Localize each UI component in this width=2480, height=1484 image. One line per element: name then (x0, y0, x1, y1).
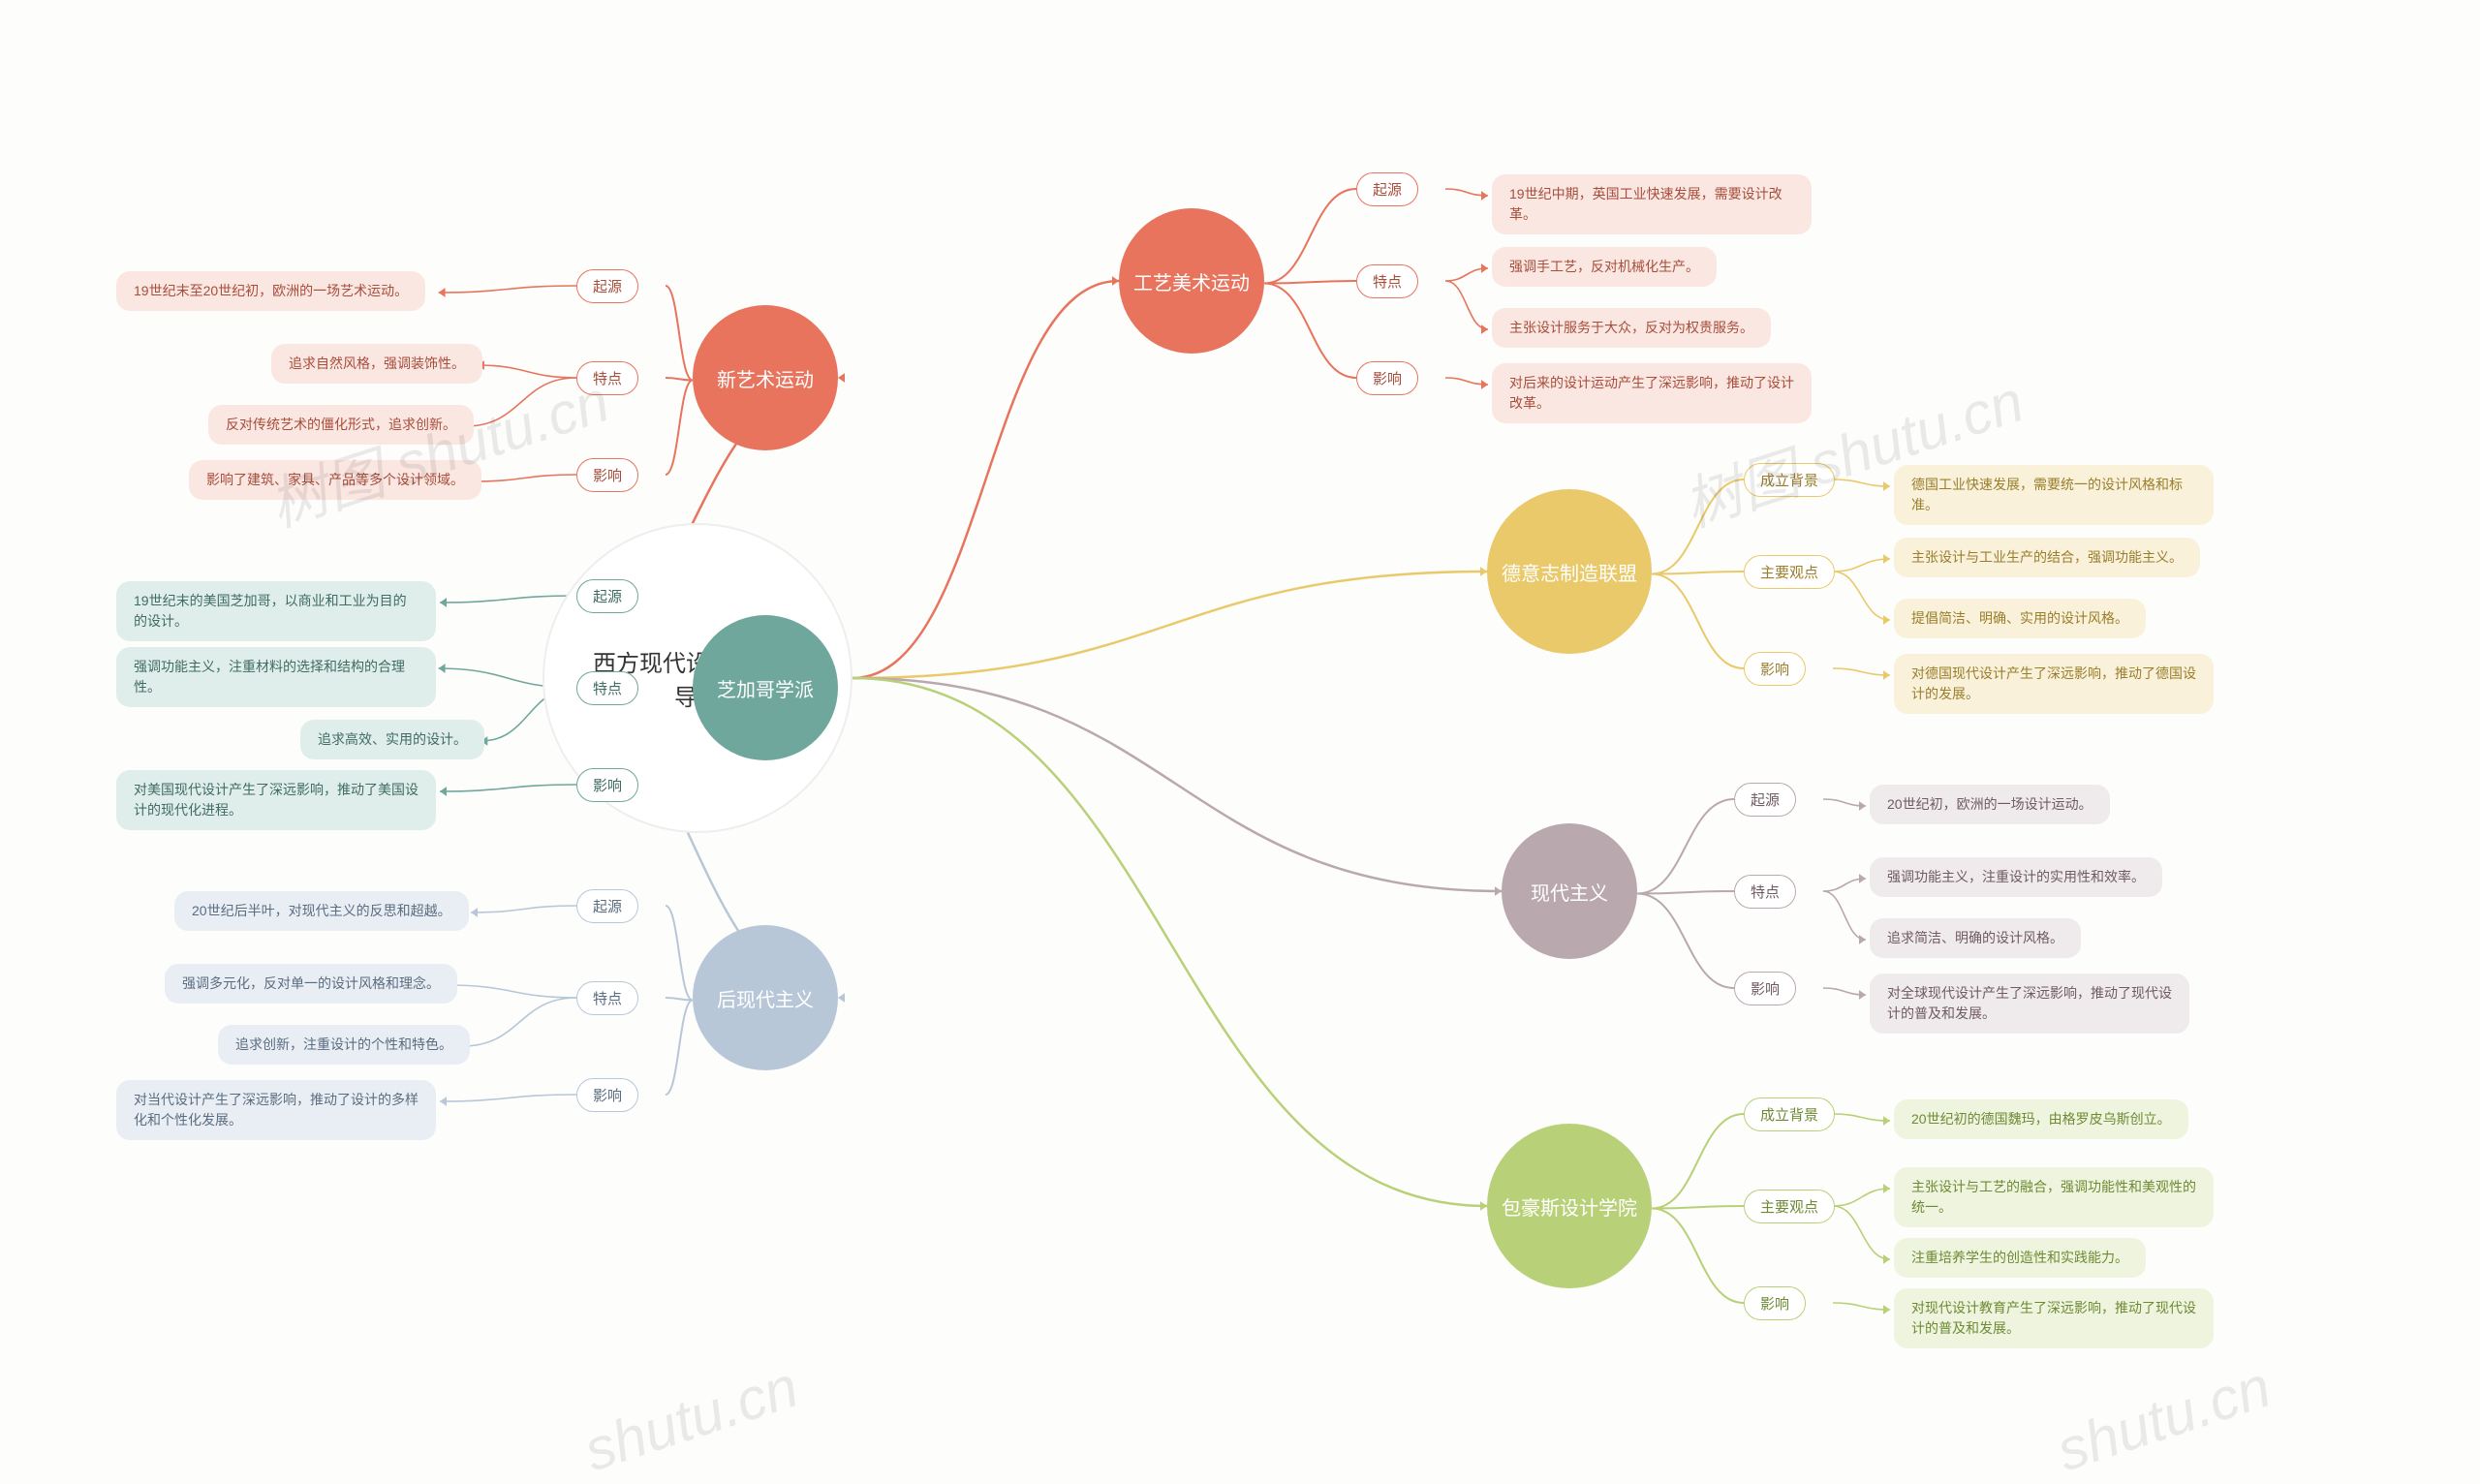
sub-label: 特点 (576, 671, 638, 705)
sub-label: 起源 (1356, 172, 1418, 206)
sub-label: 影响 (576, 768, 638, 802)
sub-label: 影响 (1744, 1286, 1806, 1320)
sub-label: 特点 (576, 981, 638, 1015)
sub-label: 起源 (576, 579, 638, 613)
leaf-node: 主张设计服务于大众，反对为权贵服务。 (1492, 308, 1771, 348)
leaf-node: 主张设计与工业生产的结合，强调功能主义。 (1894, 538, 2200, 577)
leaf-node: 对后来的设计运动产生了深远影响，推动了设计改革。 (1492, 363, 1812, 423)
leaf-node: 主张设计与工艺的融合，强调功能性和美观性的统一。 (1894, 1167, 2214, 1227)
sub-label: 起源 (1734, 783, 1796, 817)
sub-label: 主要观点 (1744, 555, 1835, 589)
leaf-node: 对现代设计教育产生了深远影响，推动了现代设计的普及和发展。 (1894, 1288, 2214, 1348)
leaf-node: 强调手工艺，反对机械化生产。 (1492, 247, 1717, 287)
sub-label: 成立背景 (1744, 463, 1835, 497)
sub-label: 成立背景 (1744, 1098, 1835, 1131)
leaf-node: 提倡简洁、明确、实用的设计风格。 (1894, 599, 2146, 638)
leaf-node: 影响了建筑、家具、产品等多个设计领域。 (189, 460, 481, 500)
leaf-node: 20世纪初，欧洲的一场设计运动。 (1870, 785, 2110, 824)
leaf-node: 追求简洁、明确的设计风格。 (1870, 918, 2081, 958)
branch-art-nouveau: 新艺术运动 (693, 305, 838, 450)
leaf-node: 追求高效、实用的设计。 (300, 720, 484, 759)
sub-label: 特点 (576, 361, 638, 395)
watermark: shutu.cn (2049, 1353, 2278, 1484)
sub-label: 影响 (576, 458, 638, 492)
leaf-node: 反对传统艺术的僵化形式，追求创新。 (208, 405, 474, 445)
leaf-node: 追求创新，注重设计的个性和特色。 (218, 1025, 470, 1065)
leaf-node: 20世纪后半叶，对现代主义的反思和超越。 (174, 891, 469, 931)
sub-label: 特点 (1356, 264, 1418, 298)
leaf-node: 强调功能主义，注重设计的实用性和效率。 (1870, 857, 2162, 897)
sub-label: 特点 (1734, 875, 1796, 909)
watermark: shutu.cn (576, 1353, 806, 1484)
branch-postmodern: 后现代主义 (693, 925, 838, 1070)
leaf-node: 强调功能主义，注重材料的选择和结构的合理性。 (116, 647, 436, 707)
leaf-node: 19世纪末的美国芝加哥，以商业和工业为目的的设计。 (116, 581, 436, 641)
sub-label: 影响 (1734, 972, 1796, 1005)
leaf-node: 强调多元化，反对单一的设计风格和理念。 (165, 964, 457, 1004)
leaf-node: 对当代设计产生了深远影响，推动了设计的多样化和个性化发展。 (116, 1080, 436, 1140)
leaf-node: 20世纪初的德国魏玛，由格罗皮乌斯创立。 (1894, 1099, 2188, 1139)
sub-label: 起源 (576, 889, 638, 923)
sub-label: 影响 (1356, 361, 1418, 395)
leaf-node: 对德国现代设计产生了深远影响，推动了德国设计的发展。 (1894, 654, 2214, 714)
sub-label: 主要观点 (1744, 1190, 1835, 1223)
leaf-node: 追求自然风格，强调装饰性。 (271, 344, 482, 384)
leaf-node: 对美国现代设计产生了深远影响，推动了美国设计的现代化进程。 (116, 770, 436, 830)
leaf-node: 19世纪中期，英国工业快速发展，需要设计改革。 (1492, 174, 1812, 234)
leaf-node: 德国工业快速发展，需要统一的设计风格和标准。 (1894, 465, 2214, 525)
branch-chicago: 芝加哥学派 (693, 615, 838, 760)
branch-modernism: 现代主义 (1502, 823, 1637, 959)
sub-label: 影响 (1744, 652, 1806, 686)
sub-label: 影响 (576, 1078, 638, 1112)
leaf-node: 对全球现代设计产生了深远影响，推动了现代设计的普及和发展。 (1870, 974, 2189, 1034)
branch-bauhaus: 包豪斯设计学院 (1487, 1124, 1652, 1288)
branch-werkbund: 德意志制造联盟 (1487, 489, 1652, 654)
leaf-node: 注重培养学生的创造性和实践能力。 (1894, 1238, 2146, 1278)
branch-arts-crafts: 工艺美术运动 (1119, 208, 1264, 354)
leaf-node: 19世纪末至20世纪初，欧洲的一场艺术运动。 (116, 271, 425, 311)
sub-label: 起源 (576, 269, 638, 303)
